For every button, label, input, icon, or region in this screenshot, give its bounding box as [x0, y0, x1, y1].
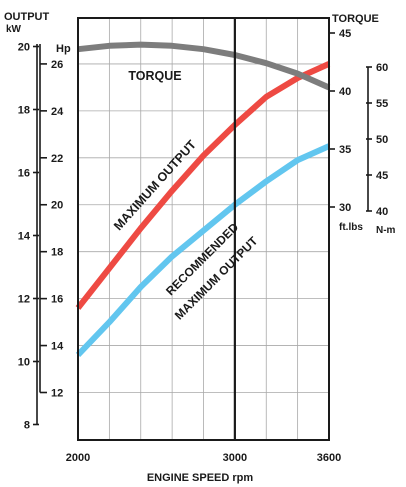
kw-tick-label: 8 — [24, 420, 30, 432]
output-axis-title: OUTPUT — [4, 11, 50, 23]
series-line-torque — [77, 41, 331, 91]
hp-tick-label: 24 — [51, 106, 64, 118]
torque-axis-title: TORQUE — [332, 13, 379, 25]
ftlbs-unit-label: ft.lbs — [339, 222, 363, 233]
ftlbs-tick-label: 40 — [339, 86, 351, 98]
x-axis-title: ENGINE SPEED rpm — [147, 472, 254, 484]
series-line-maximum-output — [75, 61, 331, 310]
hp-tick-label: 20 — [51, 200, 63, 212]
hp-tick-label: 18 — [51, 247, 63, 259]
nm-tick-label: 40 — [376, 206, 388, 218]
nm-tick-label: 60 — [376, 62, 388, 74]
kw-tick-label: 16 — [18, 168, 30, 180]
hp-tick-label: 22 — [51, 153, 63, 165]
hp-tick-label: 16 — [51, 294, 63, 306]
nm-tick-label: 45 — [376, 170, 388, 182]
nm-tick-label: 55 — [376, 98, 388, 110]
plot-frame — [77, 17, 330, 441]
kw-tick-label: 20 — [18, 42, 30, 54]
kw-tick-label: 10 — [18, 357, 30, 369]
ftlbs-tick-label: 35 — [339, 144, 351, 156]
kw-tick-label: 12 — [18, 294, 30, 306]
axes: 2000 3000 3600 12 14 16 18 20 22 24 26 8 10 12 14 16 18 2… — [18, 28, 389, 464]
plot-frame-border — [77, 17, 330, 441]
ftlbs-tick-label: 45 — [339, 28, 351, 40]
x-tick-label: 3600 — [317, 452, 341, 464]
hp-unit-label: Hp — [56, 43, 71, 55]
x-tick-label: 3000 — [223, 452, 247, 464]
x-tick-label: 2000 — [66, 452, 90, 464]
nm-unit-label: N-m — [376, 225, 396, 236]
nm-tick-label: 50 — [376, 134, 388, 146]
hp-tick-label: 14 — [51, 341, 64, 353]
kw-tick-label: 18 — [18, 105, 30, 117]
hp-tick-label: 12 — [51, 388, 63, 400]
ftlbs-tick-label: 30 — [339, 202, 351, 214]
kw-tick-label: 14 — [18, 231, 31, 243]
hp-tick-label: 26 — [51, 59, 63, 71]
kw-unit-label: kW — [6, 24, 22, 35]
curve-label-torque: TORQUE — [128, 69, 181, 83]
curve-label-max: MAXIMUM OUTPUT — [111, 137, 199, 233]
series-line-recommended-maximum-output — [75, 143, 331, 357]
series-lines — [75, 41, 331, 357]
